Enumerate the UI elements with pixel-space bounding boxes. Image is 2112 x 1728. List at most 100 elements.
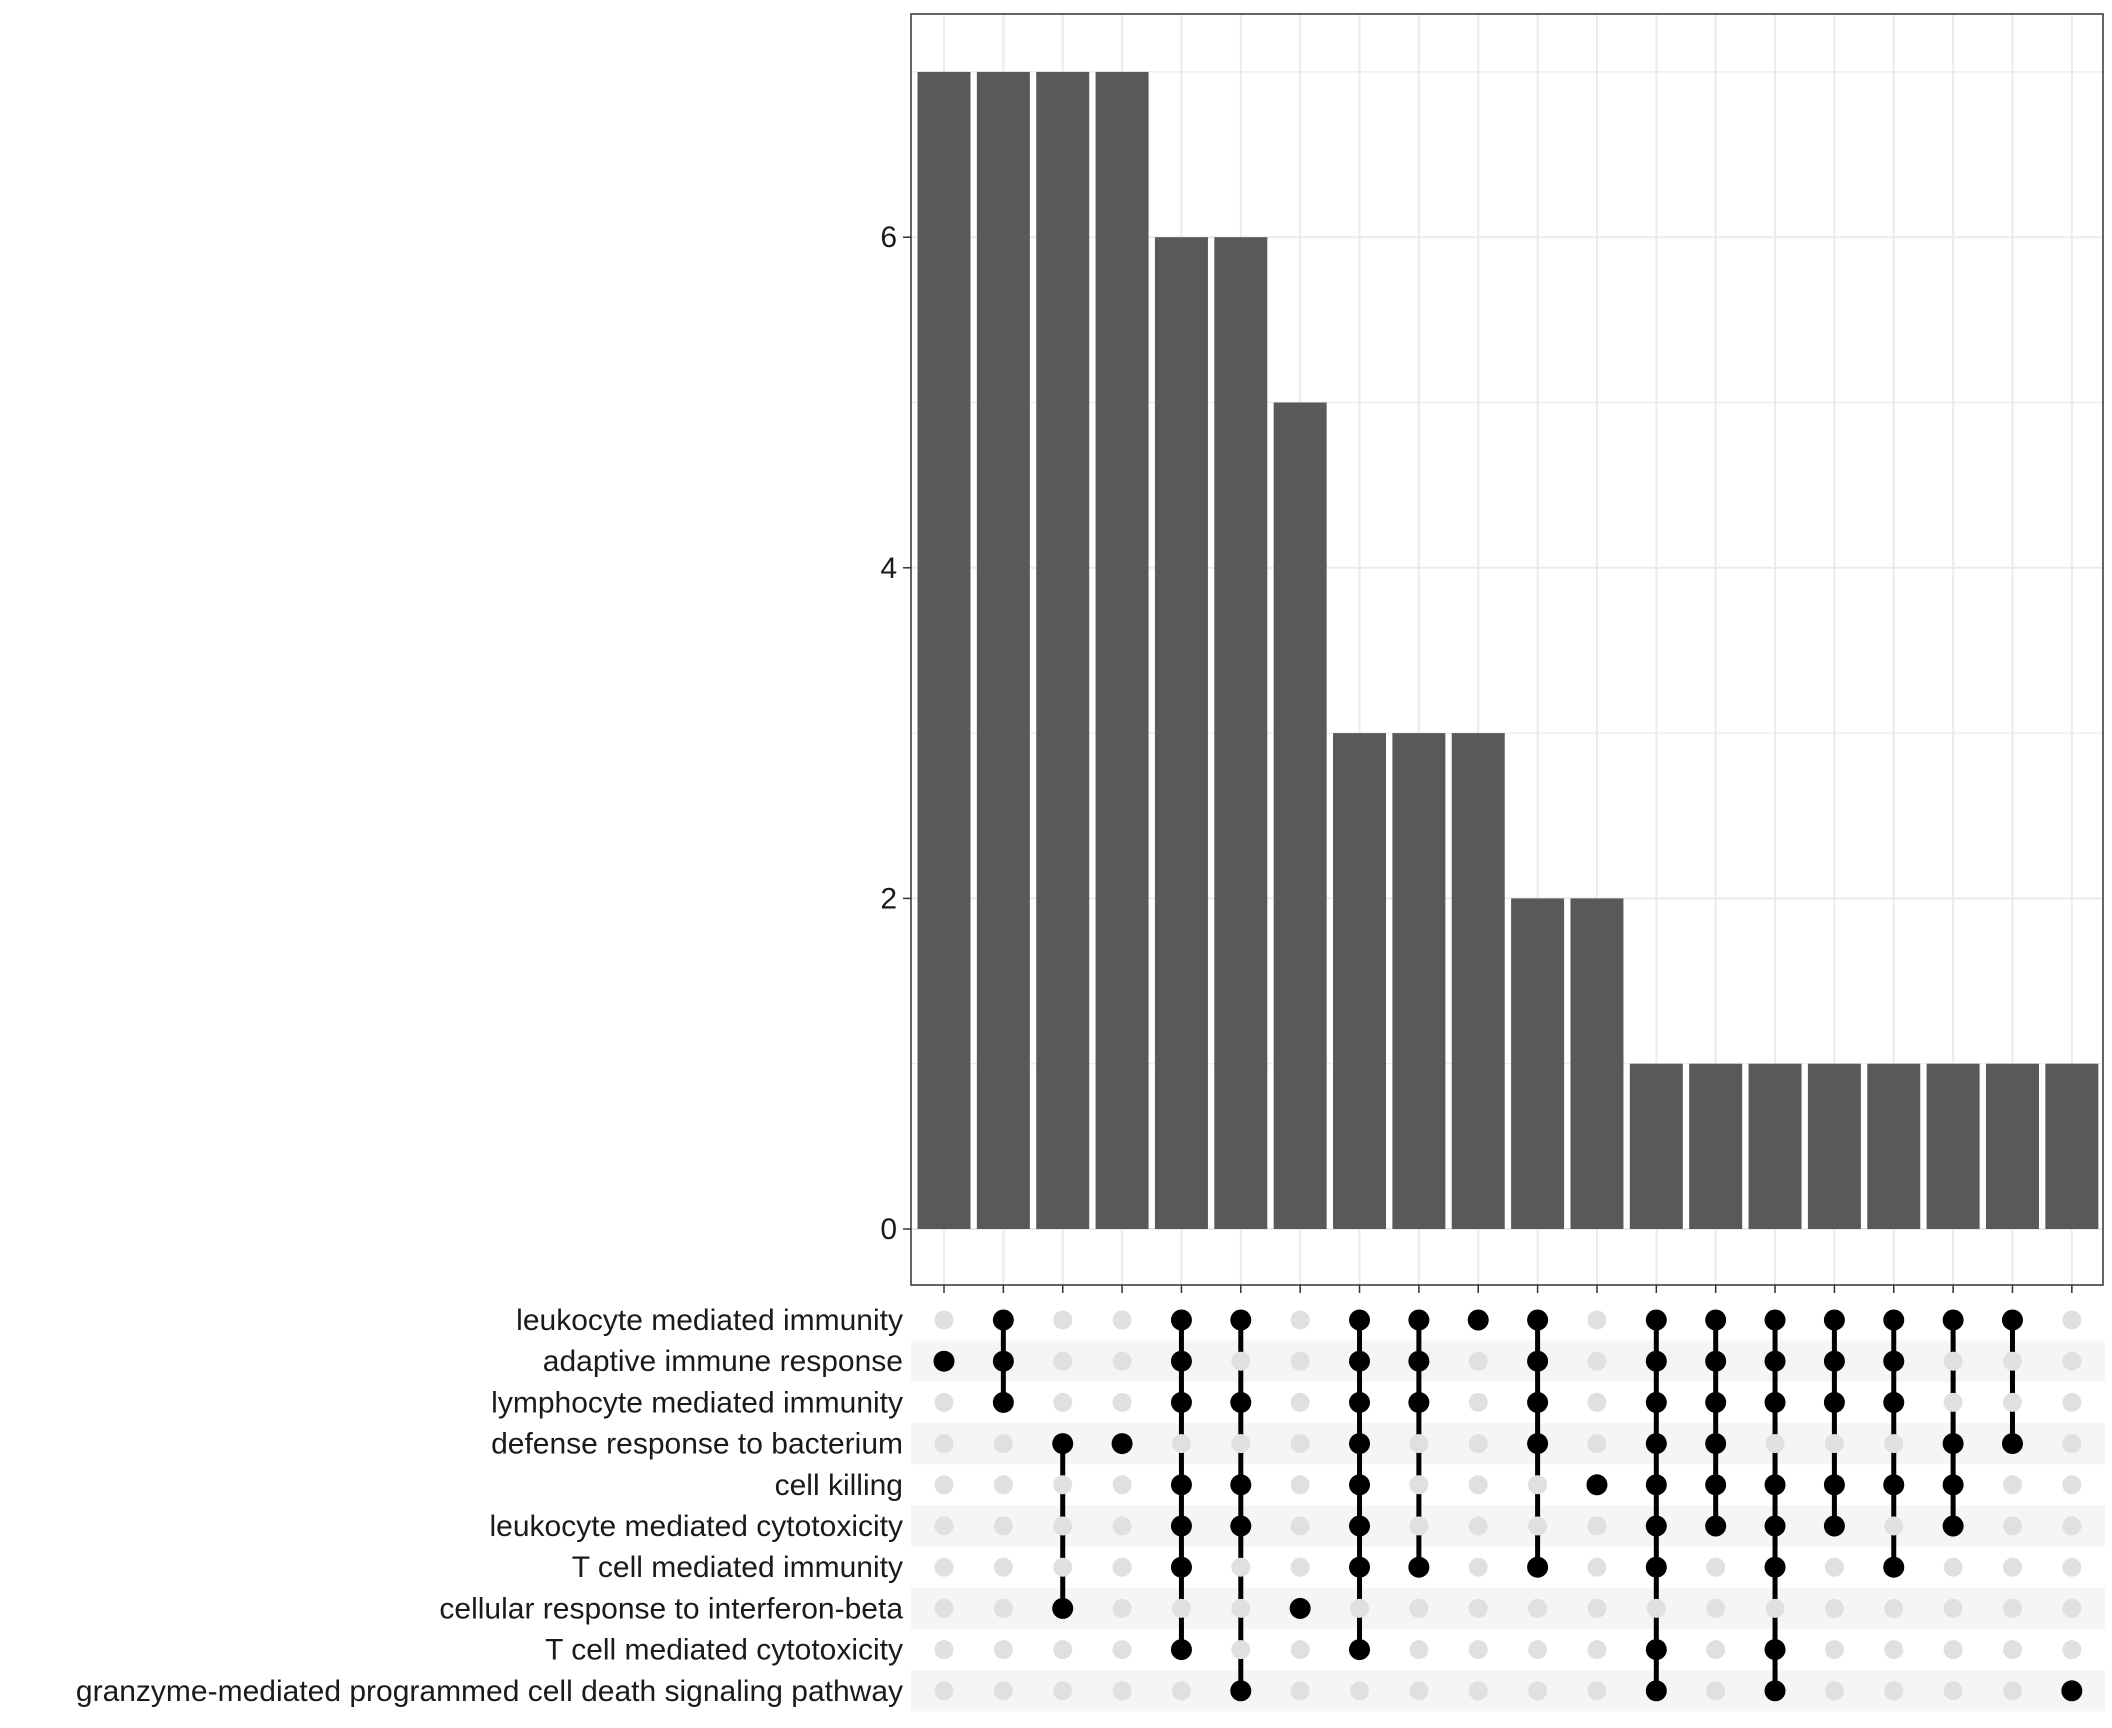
matrix-dot-inactive: [1053, 1310, 1073, 1330]
matrix-stripe: [911, 1670, 2105, 1712]
matrix-dot-inactive: [1587, 1351, 1607, 1371]
matrix-dot-active: [1349, 1391, 1371, 1413]
y-axis: 0 2 4 6: [880, 221, 911, 1246]
matrix-dot-active: [1467, 1309, 1489, 1331]
matrix-row-stripes: [911, 1340, 2105, 1712]
bar: [1748, 1063, 1802, 1229]
matrix-dot-inactive: [2002, 1351, 2022, 1371]
matrix-dot-inactive: [1468, 1557, 1488, 1577]
matrix-dot-inactive: [1409, 1516, 1429, 1536]
set-label: leukocyte mediated immunity: [516, 1304, 903, 1337]
matrix-dot-inactive: [1112, 1681, 1132, 1701]
bar: [1392, 733, 1446, 1229]
matrix-dot-inactive: [1706, 1557, 1726, 1577]
matrix-dot-active: [1527, 1309, 1549, 1331]
matrix-dot-active: [1645, 1309, 1667, 1331]
matrix-dot-active: [1764, 1515, 1786, 1537]
bar: [976, 71, 1030, 1229]
matrix-dot-inactive: [1468, 1351, 1488, 1371]
matrix-dot-inactive: [1409, 1434, 1429, 1454]
matrix-dot-active: [1230, 1391, 1252, 1413]
matrix-dot-inactive: [1943, 1392, 1963, 1412]
set-label: lymphocyte mediated immunity: [491, 1386, 903, 1419]
matrix-dot-active: [1883, 1350, 1905, 1372]
matrix-dot-inactive: [1468, 1434, 1488, 1454]
matrix-dot-inactive: [1587, 1598, 1607, 1618]
matrix-dot-active: [1942, 1309, 1964, 1331]
bar: [1985, 1063, 2039, 1229]
matrix-dot-inactive: [1824, 1598, 1844, 1618]
matrix-dot-inactive: [1646, 1598, 1666, 1618]
matrix-dot-active: [1705, 1309, 1727, 1331]
matrix-dot-inactive: [1943, 1351, 1963, 1371]
matrix-dot-inactive: [2002, 1392, 2022, 1412]
matrix-dot-inactive: [1706, 1598, 1726, 1618]
matrix-dot-active: [1408, 1556, 1430, 1578]
matrix-dot-inactive: [934, 1516, 954, 1536]
matrix-dot-inactive: [1468, 1475, 1488, 1495]
matrix-dot-active: [1170, 1639, 1192, 1661]
matrix-dot-active: [1645, 1474, 1667, 1496]
matrix-dot-inactive: [1824, 1434, 1844, 1454]
matrix-dot-active: [1527, 1556, 1549, 1578]
y-tick-label: 0: [880, 1213, 897, 1246]
matrix-dot-active: [1645, 1391, 1667, 1413]
x-axis-ticks: [943, 1285, 2073, 1293]
matrix-dot-inactive: [2002, 1516, 2022, 1536]
matrix-dot-inactive: [1468, 1640, 1488, 1660]
matrix-dot-inactive: [993, 1557, 1013, 1577]
matrix-dot-active: [1645, 1350, 1667, 1372]
matrix-dot-active: [1705, 1433, 1727, 1455]
set-label: T cell mediated immunity: [572, 1551, 903, 1584]
matrix-dot-active: [1942, 1474, 1964, 1496]
matrix-dot-active: [1052, 1597, 1074, 1619]
matrix-dot-active: [1823, 1309, 1845, 1331]
matrix-stripe: [911, 1505, 2105, 1547]
matrix-dot-inactive: [1290, 1392, 1310, 1412]
matrix-dot-inactive: [1112, 1310, 1132, 1330]
matrix-dot-inactive: [1884, 1598, 1904, 1618]
matrix-dot-active: [1823, 1350, 1845, 1372]
bar: [1629, 1063, 1683, 1229]
bar-gridlines: [911, 14, 2103, 1285]
matrix-dot-inactive: [1824, 1557, 1844, 1577]
matrix-dot-inactive: [934, 1434, 954, 1454]
matrix-dot-inactive: [1053, 1351, 1073, 1371]
matrix-dot-inactive: [1587, 1557, 1607, 1577]
matrix-dot-active: [992, 1350, 1014, 1372]
matrix-dot-inactive: [1587, 1434, 1607, 1454]
matrix-dot-inactive: [993, 1598, 1013, 1618]
matrix-dot-inactive: [1290, 1475, 1310, 1495]
matrix-dot-active: [1823, 1474, 1845, 1496]
set-label: adaptive immune response: [543, 1345, 903, 1378]
bar: [1689, 1063, 1743, 1229]
matrix-dot-inactive: [1171, 1598, 1191, 1618]
matrix-dot-inactive: [1053, 1557, 1073, 1577]
y-tick-label: 2: [880, 882, 897, 915]
set-labels: leukocyte mediated immunity adaptive immu…: [76, 1304, 903, 1708]
matrix-dot-inactive: [2002, 1475, 2022, 1495]
matrix-dot-active: [1527, 1350, 1549, 1372]
matrix-dot-inactive: [1053, 1516, 1073, 1536]
matrix-dot-inactive: [1528, 1516, 1548, 1536]
matrix-dot-inactive: [1943, 1681, 1963, 1701]
matrix-dot-active: [2001, 1309, 2023, 1331]
matrix-dot-inactive: [2062, 1516, 2082, 1536]
matrix-dot-inactive: [1528, 1598, 1548, 1618]
matrix-dot-inactive: [1053, 1681, 1073, 1701]
matrix-dot-inactive: [1053, 1475, 1073, 1495]
matrix-dot-inactive: [1231, 1598, 1251, 1618]
matrix-dot-active: [1408, 1391, 1430, 1413]
matrix-dot-inactive: [1468, 1598, 1488, 1618]
matrix-dot-active: [1645, 1680, 1667, 1702]
matrix-dot-inactive: [1884, 1516, 1904, 1536]
matrix-dot-active: [1349, 1474, 1371, 1496]
matrix-dot-active: [1705, 1391, 1727, 1413]
matrix-dot-active: [1586, 1474, 1608, 1496]
matrix-dot-inactive: [934, 1310, 954, 1330]
matrix-stripe: [911, 1340, 2105, 1382]
matrix-dot-active: [1289, 1597, 1311, 1619]
matrix-dot-active: [1170, 1556, 1192, 1578]
matrix-dot-active: [1705, 1515, 1727, 1537]
